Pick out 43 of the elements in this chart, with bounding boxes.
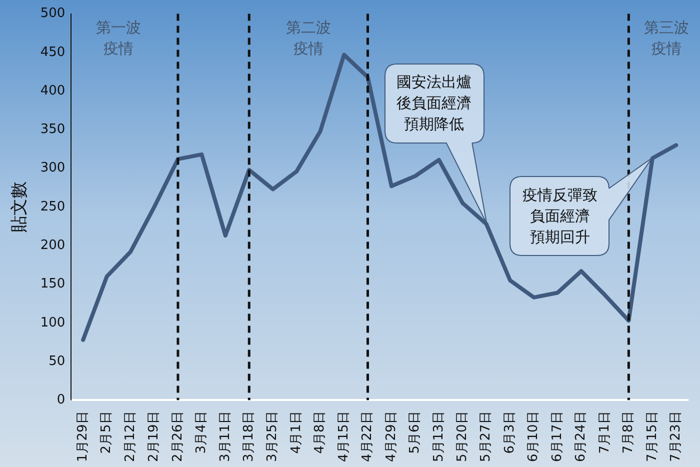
y-tick-label: 250 (40, 199, 66, 214)
y-axis-title: 貼文數 (10, 181, 30, 232)
x-tick-label: 2月19日 (146, 411, 162, 462)
y-tick-label: 500 (40, 6, 66, 22)
x-tick-label: 3月4日 (194, 411, 210, 454)
x-tick-label: 4月15日 (336, 411, 352, 462)
y-tick-label: 50 (48, 354, 66, 369)
y-tick-label: 150 (40, 276, 66, 292)
y-tick-label: 450 (40, 44, 66, 60)
x-tick-label: 3月18日 (242, 411, 257, 462)
x-tick-label: 5月13日 (431, 411, 446, 462)
x-tick-label: 3月11日 (218, 411, 233, 462)
x-tick-label: 6月3日 (502, 411, 518, 454)
x-tick-label: 4月1日 (288, 411, 304, 454)
x-tick-label: 7月8日 (621, 411, 636, 454)
y-tick-label: 350 (40, 122, 66, 138)
annotation: 第三波疫情 (644, 18, 690, 58)
x-tick-label: 7月23日 (668, 411, 684, 462)
x-tick-label: 6月10日 (526, 411, 542, 462)
x-tick-label: 7月15日 (644, 411, 660, 462)
y-tick-label: 0 (56, 392, 66, 408)
annotation: 第一波疫情 (96, 18, 142, 58)
x-tick-label: 7月1日 (597, 411, 612, 454)
x-tick-label: 1月29日 (75, 411, 90, 462)
x-tick-label: 2月12日 (122, 411, 138, 462)
x-tick-label: 6月24日 (574, 411, 589, 462)
annotation: 國安法出爐後負面經濟預期降低 (396, 72, 473, 136)
annotation: 疫情反彈致負面經濟預期回升 (521, 184, 598, 248)
x-tick-label: 2月26日 (170, 411, 186, 462)
x-tick-label: 6月17日 (550, 411, 565, 462)
x-tick-label: 4月22日 (360, 411, 376, 462)
x-tick-label: 5月6日 (408, 411, 423, 454)
x-tick-label: 4月29日 (384, 411, 399, 462)
y-tick-label: 300 (40, 160, 66, 176)
x-tick-label: 3月25日 (265, 411, 280, 462)
y-tick-label: 200 (40, 238, 66, 254)
x-tick-label: 4月8日 (312, 411, 328, 454)
y-tick-label: 400 (40, 83, 66, 98)
x-tick-label: 5月20日 (455, 411, 470, 462)
x-tick-label: 5月27日 (478, 411, 494, 462)
annotation: 第二波疫情 (286, 18, 331, 58)
x-tick-label: 2月5日 (99, 411, 114, 454)
y-tick-label: 100 (40, 315, 66, 330)
